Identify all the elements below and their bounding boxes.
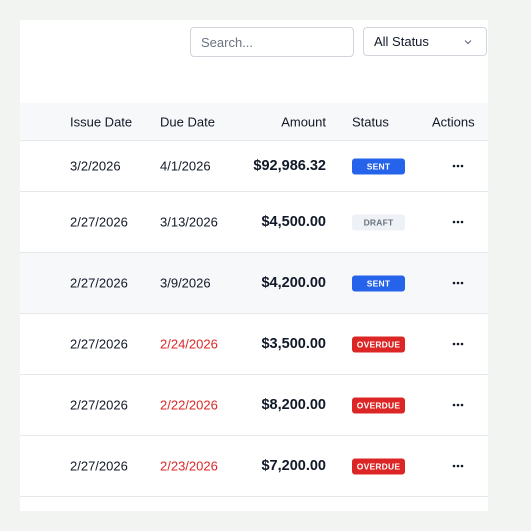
amount-cell: $7,200.00 [261,458,326,474]
status-cell: OVERDUE [352,397,405,414]
due-date-cell: 4/1/2026 [160,158,211,174]
header-amount[interactable]: Amount [281,114,326,129]
more-horizontal-icon[interactable] [452,220,464,224]
more-horizontal-icon[interactable] [452,464,464,468]
due-date-cell: 3/13/2026 [160,214,218,230]
header-issue-date[interactable]: Issue Date [70,114,133,129]
issue-date-cell: 2/27/2026 [70,397,128,413]
more-horizontal-icon[interactable] [452,281,464,285]
table-row[interactable]: 2/27/2026 3/9/2026 $4,200.00 SENT [20,253,488,314]
issue-date-cell: 2/27/2026 [70,214,128,230]
status-filter-value: All Status [374,34,429,49]
issue-date-cell: 3/2/2026 [70,158,121,174]
due-date-cell: 2/23/2026 [160,458,218,474]
table-header: Issue Date Due Date Amount Status Action… [20,103,488,141]
status-cell: DRAFT [352,214,405,231]
issue-date-cell: 2/27/2026 [70,336,128,352]
invoices-table: Issue Date Due Date Amount Status Action… [20,103,488,497]
amount-cell: $92,986.32 [253,158,326,174]
table-body: 3/2/2026 4/1/2026 $92,986.32 SENT 2/27/2026 3… [20,141,488,497]
header-status[interactable]: Status [352,114,389,129]
status-badge: OVERDUE [352,397,405,414]
invoices-card: All Status Issue Date Due Date Amount St… [20,20,488,511]
issue-date-cell: 2/27/2026 [70,458,128,474]
amount-cell: $8,200.00 [261,397,326,413]
status-cell: SENT [352,275,405,292]
due-date-cell: 2/22/2026 [160,397,218,413]
status-badge: SENT [352,275,405,292]
table-row[interactable]: 2/27/2026 2/23/2026 $7,200.00 OVERDUE [20,436,488,497]
table-row[interactable]: 2/27/2026 2/24/2026 $3,500.00 OVERDUE [20,314,488,375]
amount-cell: $3,500.00 [261,336,326,352]
due-date-cell: 3/9/2026 [160,275,211,291]
header-actions: Actions [432,114,475,129]
header-due-date[interactable]: Due Date [160,114,215,129]
status-filter-select[interactable]: All Status [363,27,487,56]
status-badge: SENT [352,158,405,175]
status-cell: OVERDUE [352,336,405,353]
status-badge: OVERDUE [352,336,405,353]
status-badge: DRAFT [352,214,405,231]
more-horizontal-icon[interactable] [452,342,464,346]
issue-date-cell: 2/27/2026 [70,275,128,291]
status-cell: SENT [352,158,405,175]
status-cell: OVERDUE [352,458,405,475]
table-row[interactable]: 2/27/2026 3/13/2026 $4,500.00 DRAFT [20,192,488,253]
due-date-cell: 2/24/2026 [160,336,218,352]
chevron-down-icon [464,39,472,44]
amount-cell: $4,500.00 [261,214,326,230]
status-badge: OVERDUE [352,458,405,475]
more-horizontal-icon[interactable] [452,403,464,407]
table-row[interactable]: 2/27/2026 2/22/2026 $8,200.00 OVERDUE [20,375,488,436]
amount-cell: $4,200.00 [261,275,326,291]
table-row[interactable]: 3/2/2026 4/1/2026 $92,986.32 SENT [20,141,488,192]
search-input[interactable] [190,27,354,57]
more-horizontal-icon[interactable] [452,164,464,168]
